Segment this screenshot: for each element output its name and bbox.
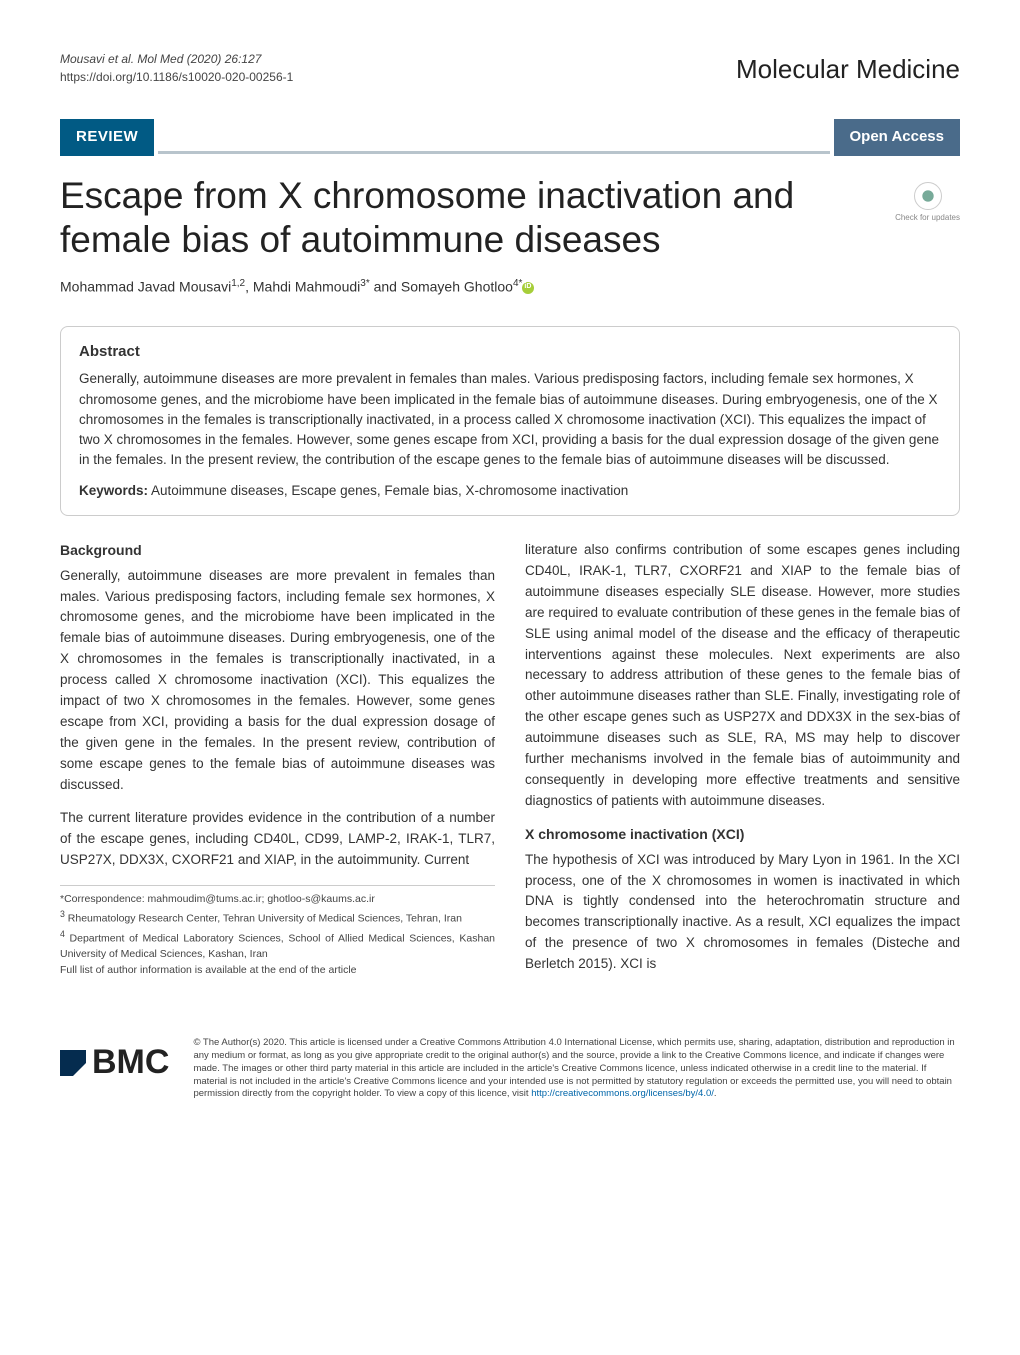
license-link[interactable]: http://creativecommons.org/licenses/by/4… <box>531 1088 714 1099</box>
abstract-heading: Abstract <box>79 341 941 364</box>
check-updates-label: Check for updates <box>895 213 960 222</box>
keywords-label: Keywords: <box>79 483 148 498</box>
authors-line: Mohammad Javad Mousavi1,2, Mahdi Mahmoud… <box>60 276 960 298</box>
abstract-text: Generally, autoimmune diseases are more … <box>79 369 941 470</box>
column-left: Background Generally, autoimmune disease… <box>60 540 495 987</box>
col2-p1: literature also confirms contribution of… <box>525 540 960 812</box>
author-3: and Somayeh Ghotloo <box>370 279 513 295</box>
author-2: , Mahdi Mahmoudi <box>245 279 360 295</box>
bmc-logo-icon <box>60 1050 86 1076</box>
correspondence: *Correspondence: mahmoudim@tums.ac.ir; g… <box>60 892 495 907</box>
doi-link[interactable]: https://doi.org/10.1186/s10020-020-00256… <box>60 68 293 86</box>
affiliation-3: 3 Rheumatology Research Center, Tehran U… <box>60 908 495 926</box>
check-updates-widget[interactable]: Check for updates <box>895 182 960 224</box>
license-text: © The Author(s) 2020. This article is li… <box>193 1037 960 1101</box>
footnotes: *Correspondence: mahmoudim@tums.ac.ir; g… <box>60 885 495 978</box>
xci-p1: The hypothesis of XCI was introduced by … <box>525 850 960 976</box>
badge-row: REVIEW Open Access <box>60 119 960 156</box>
check-updates-icon <box>914 182 942 210</box>
bmc-logo-text: BMC <box>92 1037 169 1088</box>
column-right: literature also confirms contribution of… <box>525 540 960 987</box>
full-author-list-note: Full list of author information is avail… <box>60 963 495 978</box>
article-title: Escape from X chromosome inactivation an… <box>60 174 875 263</box>
background-p2: The current literature provides evidence… <box>60 808 495 871</box>
author-3-aff: 4* <box>513 278 522 289</box>
open-access-badge: Open Access <box>834 119 961 156</box>
author-1: Mohammad Javad Mousavi <box>60 279 231 295</box>
license-end: . <box>714 1088 717 1099</box>
aff4-text: Department of Medical Laboratory Science… <box>60 933 495 960</box>
affiliation-4: 4 Department of Medical Laboratory Scien… <box>60 928 495 961</box>
bmc-logo: BMC <box>60 1037 169 1088</box>
citation-line: Mousavi et al. Mol Med (2020) 26:127 <box>60 52 261 66</box>
keywords-line: Keywords: Autoimmune diseases, Escape ge… <box>79 481 941 501</box>
aff3-text: Rheumatology Research Center, Tehran Uni… <box>68 913 462 925</box>
badge-divider <box>158 151 829 154</box>
background-heading: Background <box>60 540 495 562</box>
author-1-aff: 1,2 <box>231 278 245 289</box>
footer: BMC © The Author(s) 2020. This article i… <box>0 1037 1020 1131</box>
citation: Mousavi et al. Mol Med (2020) 26:127 htt… <box>60 50 293 86</box>
abstract-box: Abstract Generally, autoimmune diseases … <box>60 326 960 516</box>
background-p1: Generally, autoimmune diseases are more … <box>60 566 495 796</box>
header-meta: Mousavi et al. Mol Med (2020) 26:127 htt… <box>60 50 960 89</box>
author-2-aff: 3* <box>360 278 369 289</box>
review-badge: REVIEW <box>60 119 154 156</box>
orcid-icon[interactable] <box>522 282 534 294</box>
xci-heading: X chromosome inactivation (XCI) <box>525 824 960 846</box>
journal-name: Molecular Medicine <box>736 50 960 89</box>
body-columns: Background Generally, autoimmune disease… <box>60 540 960 987</box>
keywords-text: Autoimmune diseases, Escape genes, Femal… <box>148 483 628 498</box>
